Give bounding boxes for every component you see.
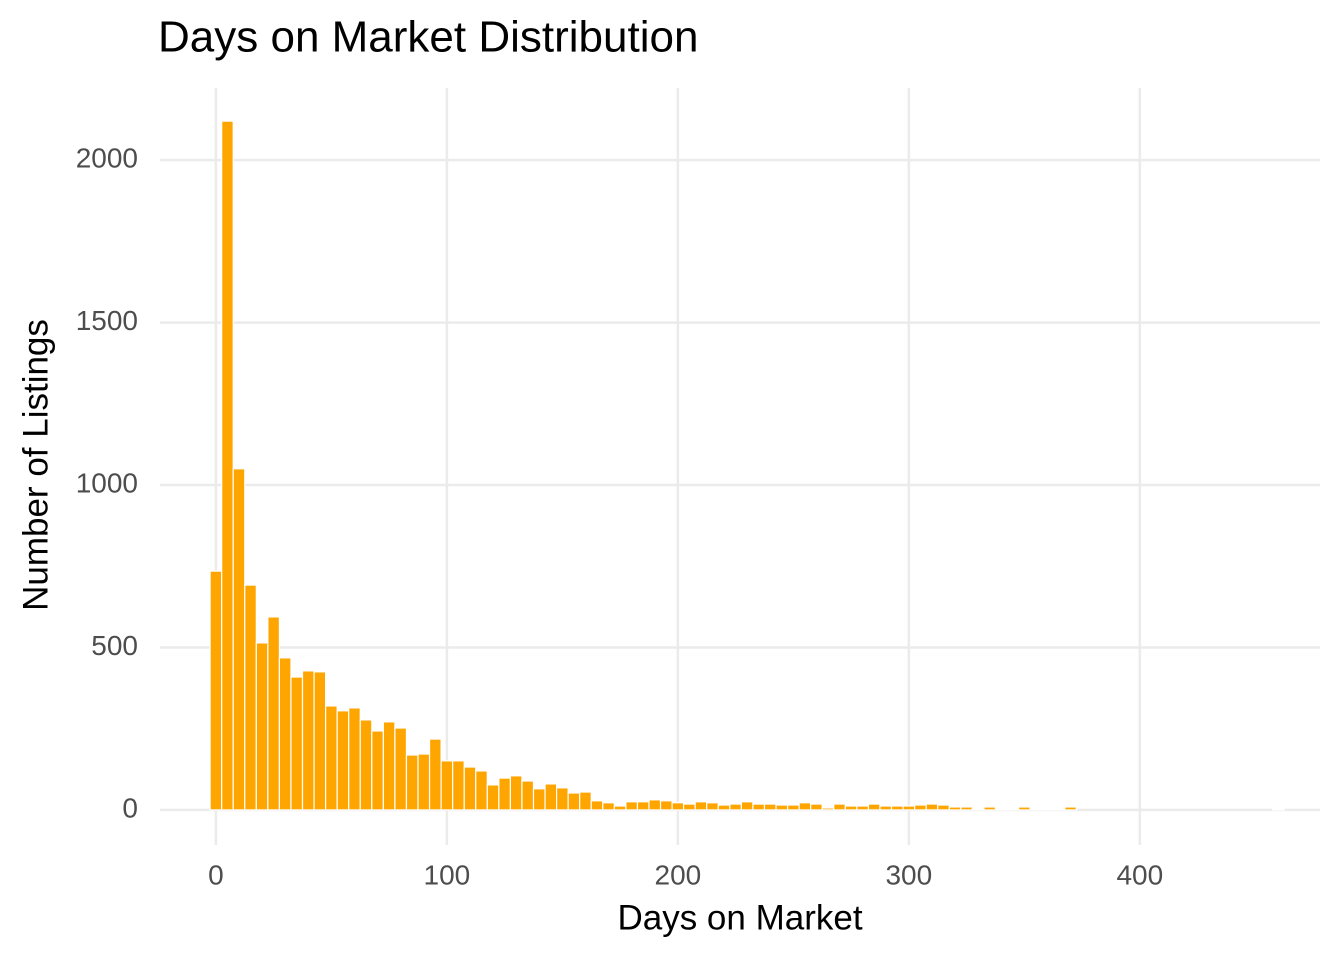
bar <box>313 671 327 811</box>
bar <box>544 783 558 811</box>
bar <box>255 642 269 811</box>
bar <box>983 806 997 811</box>
y-tick-label: 500 <box>91 630 138 661</box>
bar <box>810 803 823 811</box>
bar <box>1017 806 1031 811</box>
bar <box>671 802 685 811</box>
bar <box>452 760 465 811</box>
bar <box>833 803 846 811</box>
x-tick-label: 300 <box>885 859 932 890</box>
bar <box>359 719 373 811</box>
bar <box>532 788 546 811</box>
bar <box>232 468 246 811</box>
bar <box>636 801 650 811</box>
bar <box>394 727 408 811</box>
bar <box>405 754 419 811</box>
bar <box>567 792 581 811</box>
bar <box>659 800 673 811</box>
bar <box>209 570 223 811</box>
bar <box>879 805 893 811</box>
bar <box>960 806 973 811</box>
x-tick-label: 200 <box>655 859 702 890</box>
bar <box>290 676 304 811</box>
bar <box>786 804 800 811</box>
bar <box>1064 806 1077 811</box>
x-tick-label: 100 <box>424 859 471 890</box>
bar <box>775 804 789 811</box>
y-tick-label: 2000 <box>76 143 138 174</box>
bar <box>348 707 361 811</box>
x-tick-label: 400 <box>1116 859 1163 890</box>
bar <box>994 808 1008 811</box>
bar <box>475 770 488 811</box>
bar <box>221 120 234 811</box>
chart-title: Days on Market Distribution <box>158 13 698 62</box>
bar <box>971 808 985 811</box>
bar <box>821 807 835 811</box>
bar <box>428 738 442 811</box>
bar <box>325 705 338 811</box>
bar <box>890 805 904 811</box>
bar <box>867 803 881 811</box>
bar <box>1029 808 1043 811</box>
bar <box>1006 808 1020 811</box>
y-axis-title: Number of Listings <box>16 319 55 611</box>
bar <box>683 803 696 811</box>
bar <box>590 800 604 811</box>
bar <box>856 805 870 811</box>
bar <box>486 784 500 811</box>
bar <box>602 802 615 811</box>
bar <box>417 753 431 811</box>
bar <box>521 780 535 811</box>
bar <box>648 799 662 811</box>
bar <box>914 804 927 811</box>
bar <box>579 791 592 811</box>
bar <box>301 670 315 811</box>
bar <box>498 777 512 811</box>
y-tick-label: 0 <box>122 792 138 823</box>
bar <box>1041 808 1054 811</box>
bar <box>706 802 719 811</box>
bar <box>763 803 777 811</box>
bar <box>740 801 754 811</box>
y-tick-label: 1000 <box>76 467 138 498</box>
x-tick-label: 0 <box>208 859 224 890</box>
bar <box>902 805 916 811</box>
bar <box>625 801 639 811</box>
bar <box>717 804 731 811</box>
x-axis-title: Days on Market <box>617 898 862 937</box>
bar <box>1052 808 1066 811</box>
bar <box>844 805 858 811</box>
bar <box>729 803 742 811</box>
bar <box>463 766 477 811</box>
bar <box>948 806 962 811</box>
bar <box>752 803 766 811</box>
bar <box>613 805 627 811</box>
y-tick-label: 1500 <box>76 305 138 336</box>
bar <box>278 657 292 811</box>
bar <box>555 787 569 811</box>
bar <box>694 801 708 811</box>
bar <box>267 616 281 811</box>
bar <box>371 730 384 811</box>
bar <box>509 775 523 811</box>
bar <box>925 803 939 811</box>
bar <box>1272 808 1285 811</box>
bar <box>798 802 812 811</box>
bar <box>244 584 257 811</box>
bar <box>336 710 350 811</box>
bar <box>382 721 396 811</box>
bar <box>440 760 454 811</box>
bar <box>937 804 950 811</box>
